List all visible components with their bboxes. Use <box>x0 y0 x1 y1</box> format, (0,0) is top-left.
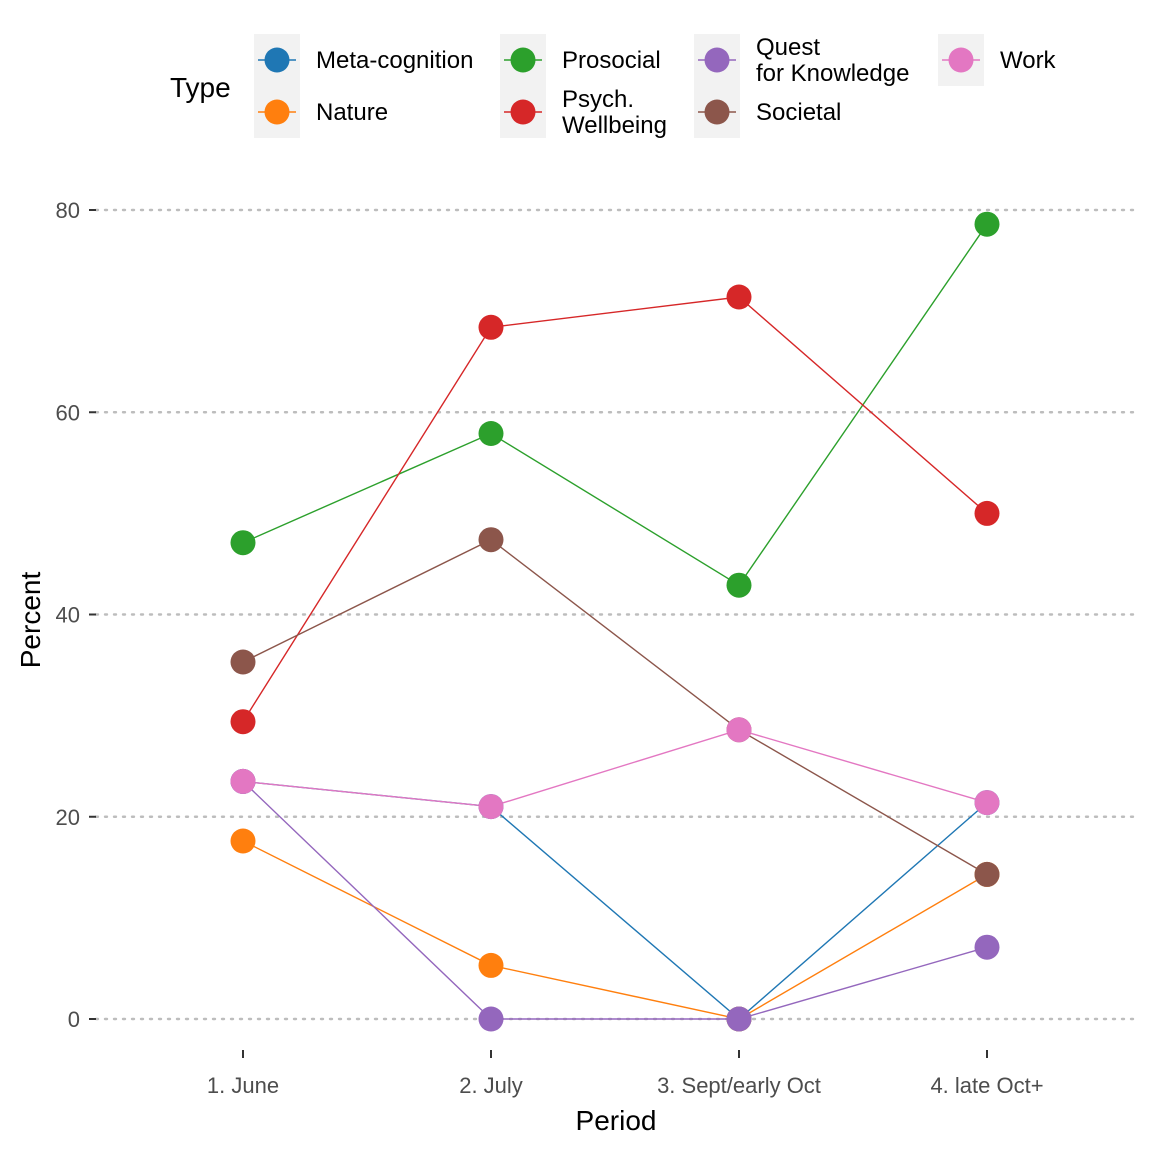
point-quest-for-knowledge-2 <box>478 1006 504 1032</box>
y-tick-label-40: 40 <box>56 603 80 628</box>
legend-label-societal: Societal <box>756 99 841 126</box>
point-societal-4 <box>974 861 1000 887</box>
point-work-3 <box>726 717 752 743</box>
gridlines <box>94 208 1138 1021</box>
point-quest-for-knowledge-4 <box>974 934 1000 960</box>
series-line-nature <box>242 840 988 1020</box>
point-prosocial-3 <box>726 572 752 598</box>
legend-key-point-nature <box>264 99 290 125</box>
point-work-4 <box>974 790 1000 816</box>
point-prosocial-4 <box>974 211 1000 237</box>
point-work-1 <box>230 768 256 794</box>
legend-key-point-prosocial <box>510 47 536 73</box>
legend-key-point-meta-cognition <box>264 47 290 73</box>
series-points <box>230 211 1000 1032</box>
point-societal-1 <box>230 649 256 675</box>
x-tick-label-4: 4. late Oct+ <box>930 1073 1043 1098</box>
legend-label-psych-wellbeing-line-1: Psych. <box>562 86 634 113</box>
x-tick-label-1: 1. June <box>207 1073 279 1098</box>
legend-key-point-societal <box>704 99 730 125</box>
y-tick-label-20: 20 <box>56 805 80 830</box>
point-prosocial-1 <box>230 530 256 556</box>
legend-label-prosocial: Prosocial <box>562 47 661 74</box>
point-work-2 <box>478 794 504 820</box>
point-psych-wellbeing-4 <box>974 500 1000 526</box>
point-psych-wellbeing-3 <box>726 284 752 310</box>
legend-label-work: Work <box>1000 47 1057 74</box>
y-tick-label-60: 60 <box>56 400 80 425</box>
legend-label-psych-wellbeing-line-2: Wellbeing <box>562 112 667 139</box>
point-quest-for-knowledge-3 <box>726 1006 752 1032</box>
legend-label-quest-for-knowledge-line-1: Quest <box>756 34 820 61</box>
y-axis-title: Percent <box>15 572 46 669</box>
series-line-prosocial <box>242 223 988 587</box>
point-prosocial-2 <box>478 421 504 446</box>
y-tick-label-80: 80 <box>56 198 80 223</box>
series-lines <box>242 223 988 1020</box>
x-axis-title: Period <box>576 1105 657 1136</box>
point-nature-2 <box>478 952 504 978</box>
legend-label-meta-cognition: Meta-cognition <box>316 47 473 74</box>
legend-key-point-work <box>948 47 974 73</box>
legend-label-quest-for-knowledge-line-2: for Knowledge <box>756 60 909 87</box>
legend-title: Type <box>170 72 231 103</box>
point-psych-wellbeing-1 <box>230 709 256 735</box>
series-line-psych-wellbeing <box>242 296 988 723</box>
point-societal-2 <box>478 527 504 553</box>
legend-key-point-quest-for-knowledge <box>704 47 730 73</box>
series-line-work <box>242 729 988 808</box>
point-psych-wellbeing-2 <box>478 314 504 340</box>
legend-label-nature: Nature <box>316 99 388 126</box>
point-nature-1 <box>230 828 256 854</box>
axes: 0 20 40 60 80 1. June 2. July 3. Sept/early Oct… <box>56 198 1044 1098</box>
y-tick-label-0: 0 <box>68 1007 80 1032</box>
legend: TypeMeta-cognitionNatureProsocialPsych.W… <box>170 34 1057 139</box>
series-line-meta-cognition <box>242 780 988 1020</box>
x-tick-label-2: 2. July <box>459 1073 523 1098</box>
series-line-quest-for-knowledge <box>242 780 988 1020</box>
legend-key-point-psych-wellbeing <box>510 99 536 125</box>
x-tick-label-3: 3. Sept/early Oct <box>657 1073 821 1098</box>
series-line-societal <box>242 538 988 876</box>
